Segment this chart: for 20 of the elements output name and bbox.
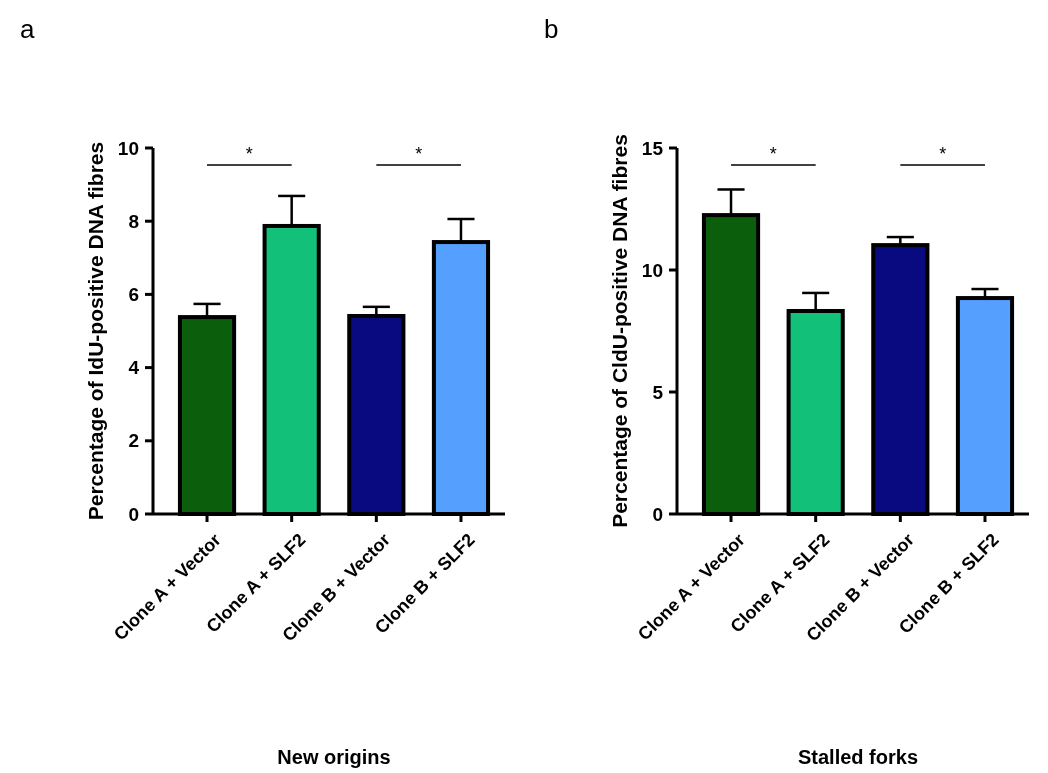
chart-title: b [544, 14, 559, 44]
y-tick-label: 0 [652, 503, 663, 525]
y-tick-label: 10 [641, 259, 663, 281]
x-axis-title: Stalled forks [797, 746, 919, 768]
y-tick-label: 4 [128, 357, 140, 379]
y-axis-title: Percentage of CldU-positive DNA fibres [608, 134, 631, 528]
annotation: * [769, 144, 777, 164]
y-tick-label: 15 [641, 137, 664, 159]
y-tick-label: 6 [128, 284, 139, 306]
y-axis-title: Percentage of IdU-positive DNA fibres [84, 141, 107, 521]
annotation: * [415, 144, 423, 164]
y-tick-label: 10 [117, 137, 139, 159]
y-tick-label: 2 [128, 430, 139, 452]
y-tick-label: 5 [652, 381, 664, 403]
y-tick-label: 8 [128, 210, 139, 232]
annotation: * [245, 144, 253, 164]
y-tick-label: 0 [128, 503, 139, 525]
x-axis-title: New origins [277, 746, 391, 768]
chart-title: a [20, 14, 35, 44]
annotation: * [939, 144, 947, 164]
